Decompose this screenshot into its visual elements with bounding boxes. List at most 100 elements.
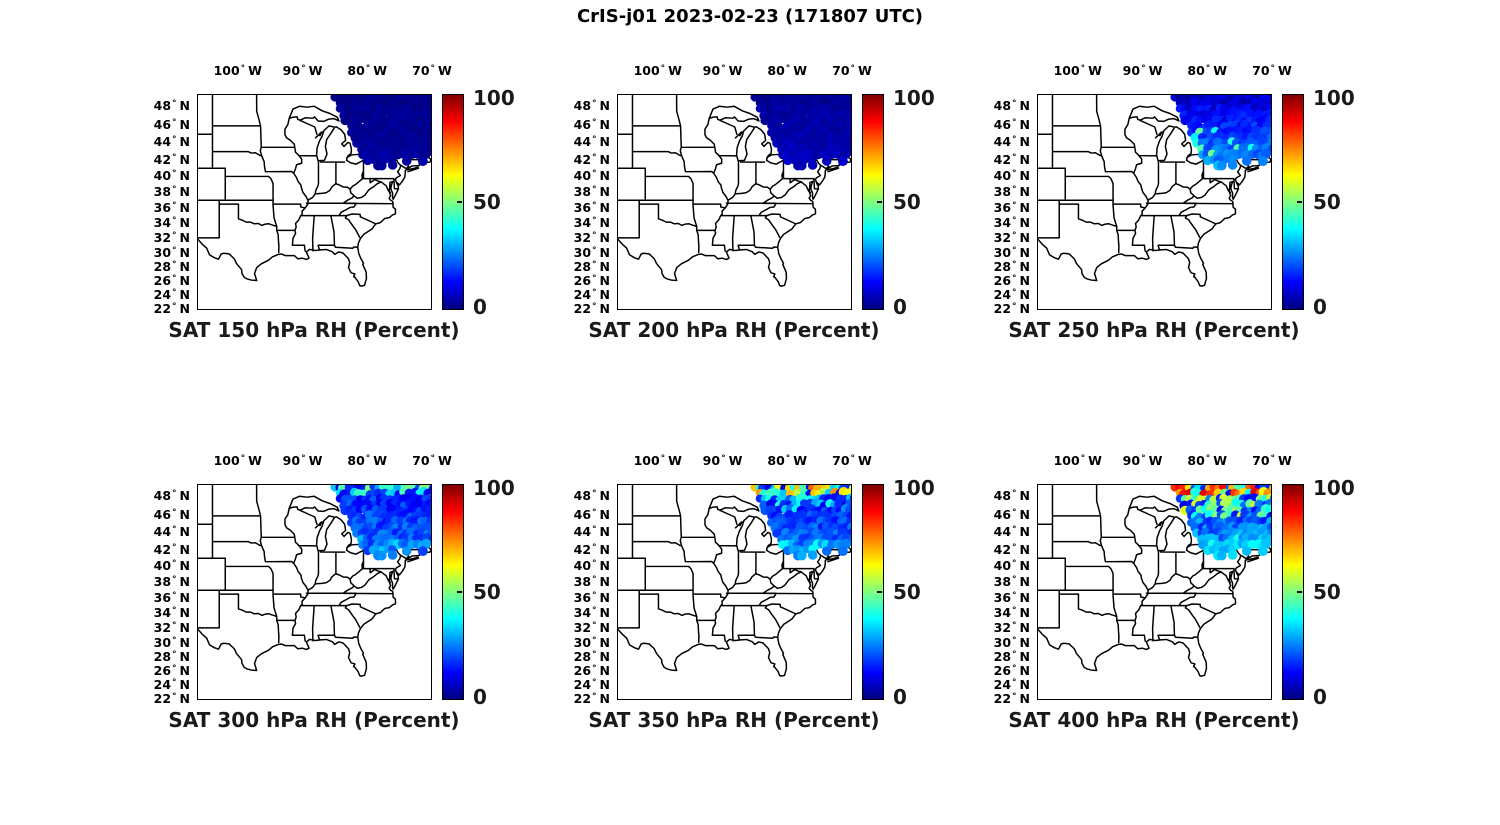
lon-tick-label: 80° W xyxy=(752,63,822,78)
lon-tick-direction: W xyxy=(1148,63,1163,78)
colorbar-gradient xyxy=(443,485,463,699)
degree-symbol: ° xyxy=(592,507,597,518)
lat-tick-value: 38 xyxy=(153,574,172,590)
lat-tick-direction: N xyxy=(1019,184,1030,200)
subplot-sat-250-hpa-rh: 100 50 0 SAT 250 hPa RH (Percent) 100° W 9… xyxy=(962,54,1382,354)
subplot-sat-200-hpa-rh: 100 50 0 SAT 200 hPa RH (Percent) 100° W 9… xyxy=(542,54,962,354)
subplot-sat-350-hpa-rh: 100 50 0 SAT 350 hPa RH (Percent) 100° W 9… xyxy=(542,444,962,744)
degree-symbol: ° xyxy=(1012,575,1017,586)
lat-tick-label: 22° N xyxy=(556,690,610,705)
lat-tick-value: 48 xyxy=(573,98,592,114)
lat-tick-label: 40° N xyxy=(136,168,190,183)
lat-tick-label: 46° N xyxy=(136,116,190,131)
lat-tick-label: 30° N xyxy=(976,635,1030,650)
degree-symbol: ° xyxy=(172,259,177,270)
lat-tick-direction: N xyxy=(179,258,190,274)
lat-tick-direction: N xyxy=(1019,167,1030,183)
degree-symbol: ° xyxy=(592,691,597,702)
lat-tick-label: 36° N xyxy=(556,200,610,215)
degree-symbol: ° xyxy=(1012,117,1017,128)
lat-tick-direction: N xyxy=(599,589,610,605)
degree-symbol: ° xyxy=(592,135,597,146)
lat-tick-value: 40 xyxy=(153,167,172,183)
lat-tick-direction: N xyxy=(179,272,190,288)
degree-symbol: ° xyxy=(592,590,597,601)
lon-tick-direction: W xyxy=(1148,453,1163,468)
degree-symbol: ° xyxy=(172,200,177,211)
lon-tick-label: 100° W xyxy=(203,453,273,468)
map-frame xyxy=(617,94,852,310)
lon-tick-value: 100 xyxy=(213,63,240,78)
degree-symbol: ° xyxy=(1012,168,1017,179)
lat-tick-direction: N xyxy=(1019,286,1030,302)
lat-tick-direction: N xyxy=(179,199,190,215)
lat-tick-label: 36° N xyxy=(136,200,190,215)
lat-tick-value: 46 xyxy=(993,506,1012,522)
lon-tick-value: 70 xyxy=(1252,453,1270,468)
lat-tick-direction: N xyxy=(1019,151,1030,167)
lon-tick-value: 80 xyxy=(1187,63,1205,78)
lat-tick-value: 46 xyxy=(153,506,172,522)
colorbar xyxy=(1282,484,1304,700)
degree-symbol: ° xyxy=(1012,152,1017,163)
degree-symbol: ° xyxy=(660,64,666,74)
lon-tick-direction: W xyxy=(438,63,452,78)
lat-tick-direction: N xyxy=(179,662,190,678)
lat-tick-value: 44 xyxy=(153,524,172,540)
lat-tick-direction: N xyxy=(179,151,190,167)
degree-symbol: ° xyxy=(1012,620,1017,631)
lon-tick-direction: W xyxy=(1278,453,1292,468)
degree-symbol: ° xyxy=(785,64,791,74)
lat-tick-direction: N xyxy=(179,619,190,635)
lon-tick-direction: W xyxy=(858,453,872,468)
rh-point xyxy=(821,156,832,166)
rh-point xyxy=(401,546,412,556)
lat-tick-value: 22 xyxy=(153,690,172,706)
rh-point xyxy=(387,550,398,560)
lat-tick-label: 48° N xyxy=(136,488,190,503)
colorbar-tick-label: 100 xyxy=(893,86,935,110)
degree-symbol: ° xyxy=(592,273,597,284)
lat-tick-direction: N xyxy=(179,589,190,605)
lat-tick-direction: N xyxy=(599,648,610,664)
lat-tick-label: 38° N xyxy=(136,184,190,199)
lon-tick-direction: W xyxy=(1088,63,1102,78)
lat-tick-value: 44 xyxy=(153,134,172,150)
lon-tick-value: 80 xyxy=(347,63,365,78)
lon-tick-value: 80 xyxy=(1187,453,1205,468)
lat-tick-label: 48° N xyxy=(976,98,1030,113)
lat-tick-direction: N xyxy=(599,634,610,650)
lat-tick-value: 22 xyxy=(993,690,1012,706)
degree-symbol: ° xyxy=(1012,649,1017,660)
degree-symbol: ° xyxy=(1205,64,1211,74)
degree-symbol: ° xyxy=(1012,273,1017,284)
lat-tick-value: 32 xyxy=(153,229,172,245)
degree-symbol: ° xyxy=(1012,489,1017,500)
degree-symbol: ° xyxy=(660,454,666,464)
lat-tick-label: 44° N xyxy=(976,134,1030,149)
lat-tick-direction: N xyxy=(599,524,610,540)
degree-symbol: ° xyxy=(592,489,597,500)
lat-tick-label: 36° N xyxy=(556,590,610,605)
lat-tick-label: 28° N xyxy=(556,649,610,664)
degree-symbol: ° xyxy=(172,590,177,601)
degree-symbol: ° xyxy=(172,273,177,284)
rh-point xyxy=(1227,160,1238,170)
lon-tick-direction: W xyxy=(373,453,388,468)
lon-tick-direction: W xyxy=(1213,63,1228,78)
lat-tick-direction: N xyxy=(1019,488,1030,504)
lat-tick-label: 32° N xyxy=(136,230,190,245)
lat-tick-label: 44° N xyxy=(556,134,610,149)
lat-tick-value: 38 xyxy=(153,184,172,200)
degree-symbol: ° xyxy=(1080,64,1086,74)
lat-tick-label: 22° N xyxy=(136,690,190,705)
lon-tick-label: 90° W xyxy=(688,453,758,468)
subplot-sat-150-hpa-rh: 100 50 0 SAT 150 hPa RH (Percent) 100° W 9… xyxy=(122,54,542,354)
colorbar-gradient xyxy=(1283,95,1303,309)
us-basemap xyxy=(618,485,851,677)
lat-tick-label: 22° N xyxy=(556,300,610,315)
lon-tick-direction: W xyxy=(728,63,743,78)
degree-symbol: ° xyxy=(1012,635,1017,646)
lat-tick-label: 24° N xyxy=(556,677,610,692)
